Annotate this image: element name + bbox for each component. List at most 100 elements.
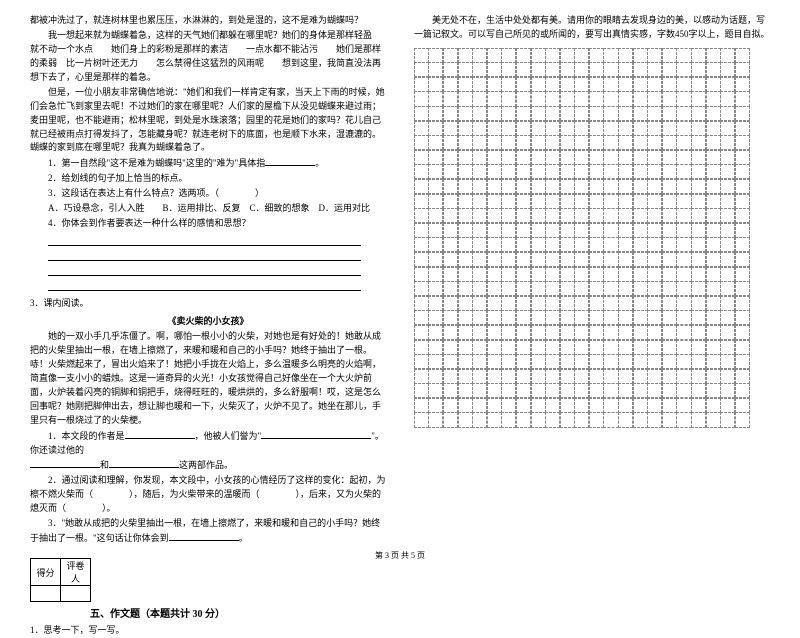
grid-cell[interactable] [691, 325, 706, 340]
grid-cell[interactable] [676, 325, 691, 340]
grid-cell[interactable] [633, 340, 648, 355]
grid-cell[interactable] [560, 325, 575, 340]
grid-cell[interactable] [516, 340, 531, 355]
grid-cell[interactable] [735, 48, 750, 63]
grid-cell[interactable] [720, 106, 735, 121]
grid-cell[interactable] [458, 310, 473, 325]
grid-cell[interactable] [443, 194, 458, 209]
grid-cell[interactable] [720, 267, 735, 282]
grid-cell[interactable] [647, 267, 662, 282]
grid-cell[interactable] [603, 325, 618, 340]
grid-cell[interactable] [428, 340, 443, 355]
grid-cell[interactable] [706, 106, 721, 121]
grid-cell[interactable] [662, 281, 677, 296]
grid-cell[interactable] [618, 106, 633, 121]
grid-cell[interactable] [633, 91, 648, 106]
grid-cell[interactable] [501, 223, 516, 238]
grid-cell[interactable] [414, 208, 429, 223]
grid-cell[interactable] [720, 281, 735, 296]
grid-cell[interactable] [662, 77, 677, 92]
grid-cell[interactable] [735, 340, 750, 355]
grid-cell[interactable] [662, 62, 677, 77]
grid-cell[interactable] [676, 281, 691, 296]
blank-fill[interactable] [109, 458, 179, 468]
grid-cell[interactable] [545, 369, 560, 384]
grid-cell[interactable] [472, 179, 487, 194]
grid-cell[interactable] [735, 150, 750, 165]
grid-cell[interactable] [706, 223, 721, 238]
grid-cell[interactable] [720, 91, 735, 106]
grid-cell[interactable] [516, 412, 531, 427]
grid-cell[interactable] [516, 48, 531, 63]
grid-cell[interactable] [633, 179, 648, 194]
grid-cell[interactable] [691, 48, 706, 63]
grid-cell[interactable] [618, 398, 633, 413]
grid-cell[interactable] [720, 208, 735, 223]
blank-fill[interactable] [169, 531, 239, 541]
grid-cell[interactable] [501, 48, 516, 63]
grid-cell[interactable] [516, 281, 531, 296]
grid-cell[interactable] [720, 179, 735, 194]
grid-cell[interactable] [574, 310, 589, 325]
grid-cell[interactable] [428, 150, 443, 165]
grid-cell[interactable] [560, 369, 575, 384]
grid-cell[interactable] [735, 208, 750, 223]
grid-cell[interactable] [618, 296, 633, 311]
grid-cell[interactable] [487, 91, 502, 106]
grid-cell[interactable] [414, 150, 429, 165]
grid-cell[interactable] [487, 237, 502, 252]
grid-cell[interactable] [662, 91, 677, 106]
grid-cell[interactable] [589, 281, 604, 296]
grid-cell[interactable] [691, 267, 706, 282]
grid-cell[interactable] [560, 383, 575, 398]
grid-cell[interactable] [472, 383, 487, 398]
grid-cell[interactable] [531, 179, 546, 194]
grid-cell[interactable] [691, 121, 706, 136]
grid-cell[interactable] [458, 164, 473, 179]
grid-cell[interactable] [618, 150, 633, 165]
grid-cell[interactable] [603, 150, 618, 165]
grid-cell[interactable] [501, 325, 516, 340]
grid-cell[interactable] [501, 150, 516, 165]
grid-cell[interactable] [647, 135, 662, 150]
grid-cell[interactable] [647, 237, 662, 252]
grid-cell[interactable] [516, 135, 531, 150]
grid-cell[interactable] [706, 164, 721, 179]
grid-cell[interactable] [706, 252, 721, 267]
grid-cell[interactable] [633, 310, 648, 325]
grid-cell[interactable] [545, 208, 560, 223]
grid-cell[interactable] [662, 252, 677, 267]
grid-cell[interactable] [662, 398, 677, 413]
grid-cell[interactable] [472, 62, 487, 77]
grid-cell[interactable] [647, 354, 662, 369]
grid-cell[interactable] [633, 296, 648, 311]
grid-cell[interactable] [516, 194, 531, 209]
grid-cell[interactable] [589, 179, 604, 194]
grid-cell[interactable] [618, 412, 633, 427]
grid-cell[interactable] [428, 237, 443, 252]
grid-cell[interactable] [443, 310, 458, 325]
grid-cell[interactable] [414, 106, 429, 121]
grid-cell[interactable] [735, 106, 750, 121]
grid-cell[interactable] [676, 383, 691, 398]
grader-cell[interactable] [61, 586, 91, 602]
blank-fill[interactable] [30, 458, 100, 468]
grid-cell[interactable] [458, 325, 473, 340]
grid-cell[interactable] [647, 281, 662, 296]
grid-cell[interactable] [603, 135, 618, 150]
grid-cell[interactable] [574, 223, 589, 238]
grid-cell[interactable] [676, 208, 691, 223]
grid-cell[interactable] [647, 106, 662, 121]
grid-cell[interactable] [603, 252, 618, 267]
grid-cell[interactable] [647, 208, 662, 223]
grid-cell[interactable] [647, 121, 662, 136]
grid-cell[interactable] [618, 194, 633, 209]
grid-cell[interactable] [603, 412, 618, 427]
grid-cell[interactable] [414, 267, 429, 282]
grid-cell[interactable] [472, 310, 487, 325]
grid-cell[interactable] [735, 354, 750, 369]
grid-cell[interactable] [662, 48, 677, 63]
grid-cell[interactable] [560, 223, 575, 238]
grid-cell[interactable] [545, 77, 560, 92]
grid-cell[interactable] [531, 383, 546, 398]
